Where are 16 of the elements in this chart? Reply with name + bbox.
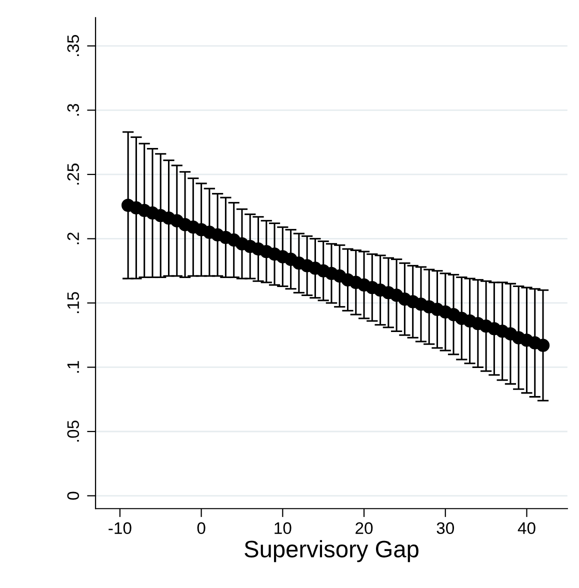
y-tick-label: .25 <box>67 164 80 185</box>
y-tick-label: 0 <box>67 492 80 500</box>
y-tick-label: .35 <box>67 35 80 56</box>
x-tick-label: -10 <box>108 522 132 534</box>
x-tick-label: 20 <box>356 522 373 534</box>
y-tick-label: .2 <box>67 232 79 244</box>
x-tick-label: 40 <box>518 522 536 534</box>
point <box>536 338 550 352</box>
x-tick-label: 10 <box>274 522 292 534</box>
y-tick-label: .1 <box>67 361 79 373</box>
x-tick-label: 0 <box>197 522 206 534</box>
x-tick-label: 30 <box>436 522 454 534</box>
y-tick-label: .15 <box>67 292 80 314</box>
y-tick-label: .3 <box>67 104 80 116</box>
y-tick-label: .05 <box>67 420 80 442</box>
x-axis-title: Supervisory Gap <box>244 540 418 562</box>
